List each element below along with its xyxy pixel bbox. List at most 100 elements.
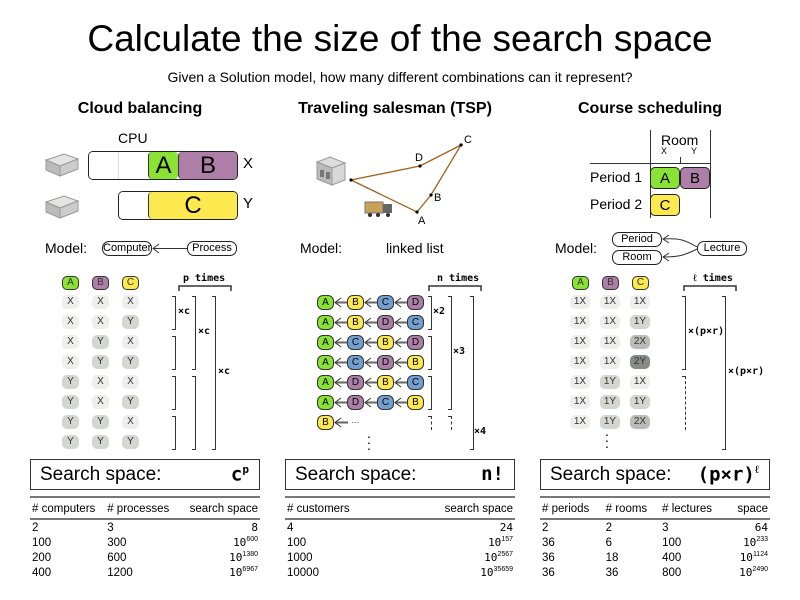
tsp-table: # customers search space 4 24 100 10157 1000 10…: [285, 496, 515, 580]
assignment-chip: Y: [122, 315, 139, 329]
assignment-chip: 2X: [630, 415, 650, 429]
search-space-value: 101124: [739, 551, 768, 564]
table-row: 200 600 101380: [30, 550, 260, 565]
column-chip-b: B: [92, 276, 109, 290]
bracket: [470, 296, 474, 450]
column-chip-a: A: [572, 276, 589, 290]
chain-node: B: [407, 355, 424, 370]
chain-node: B: [407, 395, 424, 410]
assignment-chip: 1X: [570, 395, 590, 409]
multiplier: ×c: [178, 306, 191, 317]
process-a: A: [148, 152, 178, 179]
table-cell: 10000: [287, 566, 319, 579]
table-row: 100 300 10600: [30, 535, 260, 550]
chain-node: C: [377, 295, 394, 310]
column-chip-c: C: [632, 276, 649, 290]
chain-node: D: [377, 315, 394, 330]
table-cell: 36: [542, 536, 555, 549]
search-space-value: 10600: [233, 536, 258, 549]
search-space-value: 64: [754, 521, 768, 534]
server-icon: [44, 153, 80, 177]
arrow-icon: [334, 377, 347, 388]
assignment-chip: 1X: [600, 315, 620, 329]
table-cell: 600: [107, 551, 127, 564]
arrow-icon: [394, 377, 407, 388]
assignment-chip: 1X: [570, 315, 590, 329]
computer-y-label: Y: [243, 195, 254, 212]
page-title: Calculate the size of the search space: [87, 18, 713, 59]
assignment-chip: Y: [122, 435, 139, 449]
assignment-chip: 1X: [570, 295, 590, 309]
process-c: C: [148, 192, 237, 219]
column-header: space: [726, 497, 770, 520]
search-space-label: Search space:: [40, 464, 162, 485]
search-space-label: Search space:: [295, 464, 417, 485]
model-label: Model:: [555, 240, 598, 256]
arrow-icons: [662, 234, 698, 262]
chain-node: C: [347, 355, 364, 370]
times-bracket: [178, 285, 232, 291]
chain-node: D: [407, 335, 424, 350]
bracket: [172, 376, 176, 410]
bracket: [428, 336, 432, 370]
multiplier: ×2: [433, 306, 446, 317]
times-bracket: [683, 285, 737, 291]
model-room: Room: [612, 250, 662, 265]
table-cell: 100: [662, 536, 682, 549]
chain-node: D: [377, 355, 394, 370]
table-cell: 800: [662, 566, 682, 579]
search-space-tsp: Search space: n!: [285, 459, 515, 490]
assignment-chip: 1X: [570, 415, 590, 429]
lecture-c: C: [650, 194, 680, 216]
assignment-chip: Y: [62, 375, 79, 389]
assignment-chip: X: [122, 295, 139, 309]
search-space-value: 1035659: [480, 566, 513, 579]
search-space-value: 101380: [229, 551, 258, 564]
search-space-value: 24: [499, 521, 513, 534]
period-2-label: Period 2: [590, 196, 643, 212]
chain-node: A: [317, 335, 334, 350]
model-computer: Computer: [102, 241, 152, 256]
search-space-course: Search space: (p×r)ℓ: [540, 459, 770, 490]
search-space-value: 10157: [488, 536, 513, 549]
bracket: [192, 296, 196, 370]
bracket: [192, 376, 196, 450]
depot-icon: [315, 156, 347, 186]
table-row: 1000 102567: [285, 550, 515, 565]
assignment-chip: Y: [62, 395, 79, 409]
column-header: # periods: [540, 497, 604, 520]
arrow-icon: [394, 357, 407, 368]
table-cell: 4: [287, 521, 294, 534]
l-times-label: ℓ times: [693, 273, 733, 284]
assignment-chip: 2X: [630, 335, 650, 349]
assignment-chip: X: [122, 415, 139, 429]
table-row: 36 6 100 10233: [540, 535, 770, 550]
bracket: [428, 376, 432, 410]
assignment-chip: 1Y: [600, 375, 620, 389]
table-row: 36 36 800 102490: [540, 565, 770, 580]
table-cell: 2: [32, 521, 39, 534]
computer-x-bar: A B: [88, 151, 238, 180]
assignment-chip: Y: [92, 355, 109, 369]
bracket: [448, 416, 452, 430]
chain-node: B: [347, 295, 364, 310]
table-cell: 100: [32, 536, 52, 549]
vertical-ellipsis: ...: [367, 425, 371, 453]
column-header: search space: [395, 497, 515, 520]
bracket: [448, 296, 452, 410]
bracket: [212, 296, 216, 450]
computer-y-bar: C: [118, 191, 238, 220]
chain-node: A: [317, 295, 334, 310]
lecture-b: B: [680, 167, 710, 189]
bracket: [428, 416, 432, 430]
chain-node: D: [347, 375, 364, 390]
process-b: B: [178, 152, 237, 179]
chain-node: B: [377, 335, 394, 350]
table-row: 4 24: [285, 519, 515, 535]
arrow-icon: [334, 337, 347, 348]
assignment-chip: Y: [62, 435, 79, 449]
search-space-value: 102567: [484, 551, 513, 564]
search-space-value: 102490: [739, 566, 768, 579]
arrow-icon: [364, 377, 377, 388]
